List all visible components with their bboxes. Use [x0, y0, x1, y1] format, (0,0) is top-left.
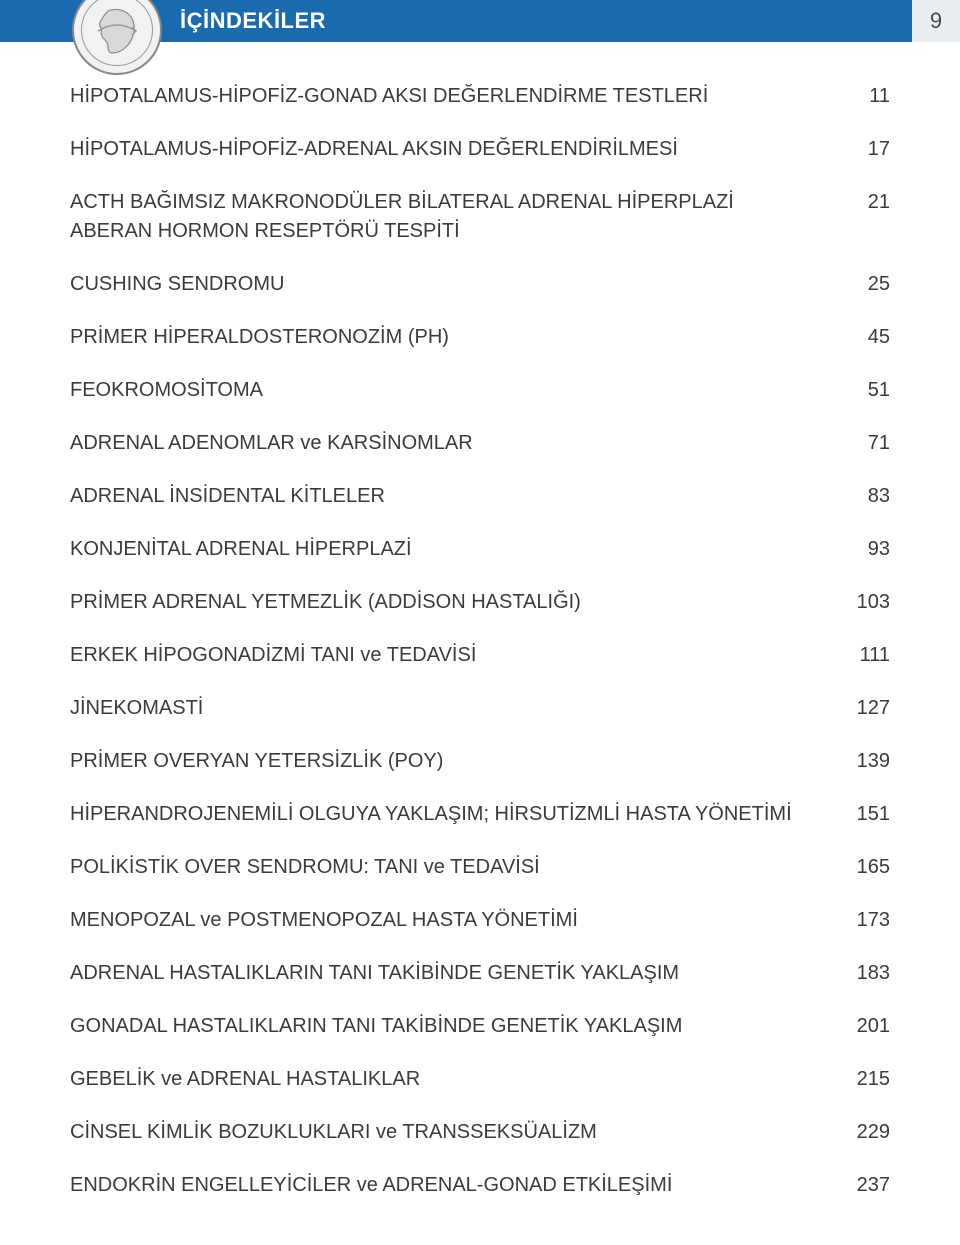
header-bar: İÇİNDEKİLER 9 [0, 0, 960, 42]
toc-entry-page: 11 [840, 82, 890, 111]
toc-entry-page: 17 [840, 135, 890, 164]
logo-inner [81, 0, 153, 66]
toc-entry-page: 71 [840, 429, 890, 458]
toc-entry-label: PRİMER OVERYAN YETERSİZLİK (POY) [70, 747, 840, 776]
toc-row: PRİMER OVERYAN YETERSİZLİK (POY)139 [70, 747, 890, 776]
toc-row: ADRENAL İNSİDENTAL KİTLELER83 [70, 482, 890, 511]
toc-entry-page: 215 [840, 1065, 890, 1094]
toc-row: PRİMER HİPERALDOSTERONOZİM (PH)45 [70, 323, 890, 352]
toc-entry-label: CİNSEL KİMLİK BOZUKLUKLARI ve TRANSSEKSÜ… [70, 1118, 840, 1147]
toc-row: HİPOTALAMUS-HİPOFİZ-GONAD AKSI DEĞERLEND… [70, 82, 890, 111]
toc-entry-page: 93 [840, 535, 890, 564]
toc-entry-page: 201 [840, 1012, 890, 1041]
toc-entry-page: 173 [840, 906, 890, 935]
toc-entry-label: FEOKROMOSİTOMA [70, 376, 840, 405]
toc-entry-page: 21 [840, 188, 890, 217]
toc-entry-page: 229 [840, 1118, 890, 1147]
logo-circle [72, 0, 162, 75]
toc-entry-page: 237 [840, 1171, 890, 1200]
toc-row: MENOPOZAL ve POSTMENOPOZAL HASTA YÖNETİM… [70, 906, 890, 935]
toc-entry-label: ACTH BAĞIMSIZ MAKRONODÜLER BİLATERAL ADR… [70, 188, 840, 246]
toc-entry-label: ERKEK HİPOGONADİZMİ TANI ve TEDAVİSİ [70, 641, 840, 670]
toc-entry-page: 103 [840, 588, 890, 617]
toc-row: ENDOKRİN ENGELLEYİCİLER ve ADRENAL-GONAD… [70, 1171, 890, 1200]
page-number-box: 9 [912, 0, 960, 42]
toc-entry-page: 111 [840, 641, 890, 670]
toc-entry-page: 165 [840, 853, 890, 882]
toc-row: CİNSEL KİMLİK BOZUKLUKLARI ve TRANSSEKSÜ… [70, 1118, 890, 1147]
toc-entry-page: 45 [840, 323, 890, 352]
toc-entry-label: GEBELİK ve ADRENAL HASTALIKLAR [70, 1065, 840, 1094]
toc-entry-page: 25 [840, 270, 890, 299]
toc-row: JİNEKOMASTİ127 [70, 694, 890, 723]
toc-entry-page: 127 [840, 694, 890, 723]
toc-entry-label: KONJENİTAL ADRENAL HİPERPLAZİ [70, 535, 840, 564]
toc-entry-page: 139 [840, 747, 890, 776]
toc-entry-label: CUSHING SENDROMU [70, 270, 840, 299]
toc-row: CUSHING SENDROMU25 [70, 270, 890, 299]
page-title: İÇİNDEKİLER [180, 8, 326, 34]
toc-row: ADRENAL ADENOMLAR ve KARSİNOMLAR71 [70, 429, 890, 458]
toc-row: HİPOTALAMUS-HİPOFİZ-ADRENAL AKSIN DEĞERL… [70, 135, 890, 164]
toc-row: GONADAL HASTALIKLARIN TANI TAKİBİNDE GEN… [70, 1012, 890, 1041]
toc-entry-label: ADRENAL İNSİDENTAL KİTLELER [70, 482, 840, 511]
page-number: 9 [930, 8, 942, 34]
toc-row: POLİKİSTİK OVER SENDROMU: TANI ve TEDAVİ… [70, 853, 890, 882]
toc-entry-page: 151 [840, 800, 890, 829]
logo [72, 0, 162, 75]
toc-entry-label: PRİMER ADRENAL YETMEZLİK (ADDİSON HASTAL… [70, 588, 840, 617]
toc-entry-label: JİNEKOMASTİ [70, 694, 840, 723]
toc-entry-label: POLİKİSTİK OVER SENDROMU: TANI ve TEDAVİ… [70, 853, 840, 882]
toc-row: PRİMER ADRENAL YETMEZLİK (ADDİSON HASTAL… [70, 588, 890, 617]
toc-row: HİPERANDROJENEMİLİ OLGUYA YAKLAŞIM; HİRS… [70, 800, 890, 829]
toc-entry-label: ENDOKRİN ENGELLEYİCİLER ve ADRENAL-GONAD… [70, 1171, 840, 1200]
profile-head-icon [88, 1, 146, 59]
toc-entry-label: MENOPOZAL ve POSTMENOPOZAL HASTA YÖNETİM… [70, 906, 840, 935]
toc-row: ACTH BAĞIMSIZ MAKRONODÜLER BİLATERAL ADR… [70, 188, 890, 246]
toc-row: FEOKROMOSİTOMA51 [70, 376, 890, 405]
toc-entry-label: HİPERANDROJENEMİLİ OLGUYA YAKLAŞIM; HİRS… [70, 800, 840, 829]
toc-entry-label: ADRENAL HASTALIKLARIN TANI TAKİBİNDE GEN… [70, 959, 840, 988]
toc-entry-label: HİPOTALAMUS-HİPOFİZ-GONAD AKSI DEĞERLEND… [70, 82, 840, 111]
toc-list: HİPOTALAMUS-HİPOFİZ-GONAD AKSI DEĞERLEND… [0, 42, 960, 1200]
toc-row: ERKEK HİPOGONADİZMİ TANI ve TEDAVİSİ111 [70, 641, 890, 670]
toc-row: ADRENAL HASTALIKLARIN TANI TAKİBİNDE GEN… [70, 959, 890, 988]
toc-entry-label: GONADAL HASTALIKLARIN TANI TAKİBİNDE GEN… [70, 1012, 840, 1041]
toc-row: KONJENİTAL ADRENAL HİPERPLAZİ93 [70, 535, 890, 564]
toc-entry-label: HİPOTALAMUS-HİPOFİZ-ADRENAL AKSIN DEĞERL… [70, 135, 840, 164]
toc-entry-label: ADRENAL ADENOMLAR ve KARSİNOMLAR [70, 429, 840, 458]
toc-entry-label: PRİMER HİPERALDOSTERONOZİM (PH) [70, 323, 840, 352]
toc-entry-page: 83 [840, 482, 890, 511]
header-strip-left [0, 0, 10, 42]
toc-entry-page: 183 [840, 959, 890, 988]
toc-entry-page: 51 [840, 376, 890, 405]
toc-row: GEBELİK ve ADRENAL HASTALIKLAR215 [70, 1065, 890, 1094]
